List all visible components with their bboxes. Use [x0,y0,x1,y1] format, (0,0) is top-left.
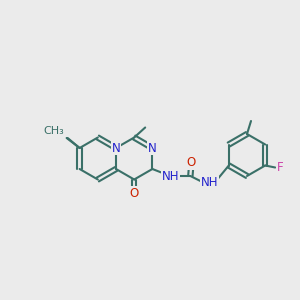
Text: F: F [277,161,284,174]
Text: N: N [112,142,120,154]
Text: N: N [148,142,157,154]
Text: NH: NH [162,169,179,182]
Text: O: O [130,187,139,200]
Text: NH: NH [201,176,218,190]
Text: O: O [187,157,196,169]
Text: CH₃: CH₃ [43,126,64,136]
